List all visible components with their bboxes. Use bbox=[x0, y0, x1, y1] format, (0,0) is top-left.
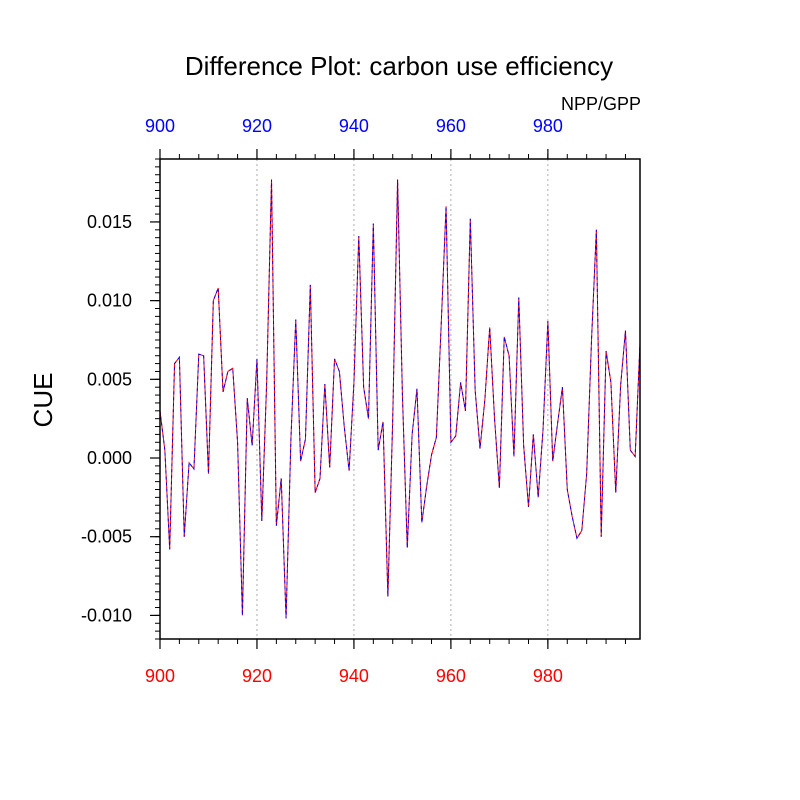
y-tick-label: 0.005 bbox=[87, 369, 132, 389]
y-tick-label: -0.010 bbox=[81, 605, 132, 625]
plot-frame bbox=[159, 158, 641, 640]
top-x-tick-label: 900 bbox=[145, 116, 175, 136]
y-axis-label: CUE bbox=[28, 373, 58, 428]
series-line-red bbox=[159, 179, 641, 619]
top-x-tick-label: 920 bbox=[242, 116, 272, 136]
gridlines bbox=[256, 159, 549, 639]
bottom-x-tick-label: 900 bbox=[145, 666, 175, 686]
top-x-tick-label: 940 bbox=[339, 116, 369, 136]
y-tick-label: 0.010 bbox=[87, 291, 132, 311]
y-tick-label: 0.000 bbox=[87, 448, 132, 468]
chart-title: Difference Plot: carbon use efficiency bbox=[185, 51, 613, 81]
top-x-tick-label: 980 bbox=[533, 116, 563, 136]
y-tick-label: 0.015 bbox=[87, 212, 132, 232]
minor-ticks bbox=[155, 154, 626, 644]
bottom-x-tick-label: 940 bbox=[339, 666, 369, 686]
series-lines bbox=[159, 179, 641, 619]
bottom-x-tick-label: 980 bbox=[533, 666, 563, 686]
bottom-x-tick-label: 960 bbox=[436, 666, 466, 686]
bottom-x-tick-label: 920 bbox=[242, 666, 272, 686]
major-ticks bbox=[150, 149, 549, 649]
top-x-tick-labels: 900 920 940 960 980 bbox=[145, 116, 563, 136]
series-line-blue-dashed bbox=[159, 179, 641, 619]
y-tick-label: -0.005 bbox=[81, 527, 132, 547]
top-x-tick-label: 960 bbox=[436, 116, 466, 136]
bottom-x-tick-labels: 900 920 940 960 980 bbox=[145, 666, 563, 686]
chart-subtitle: NPP/GPP bbox=[561, 94, 641, 114]
y-tick-labels: -0.010 -0.005 0.000 0.005 0.010 0.015 bbox=[81, 212, 132, 625]
